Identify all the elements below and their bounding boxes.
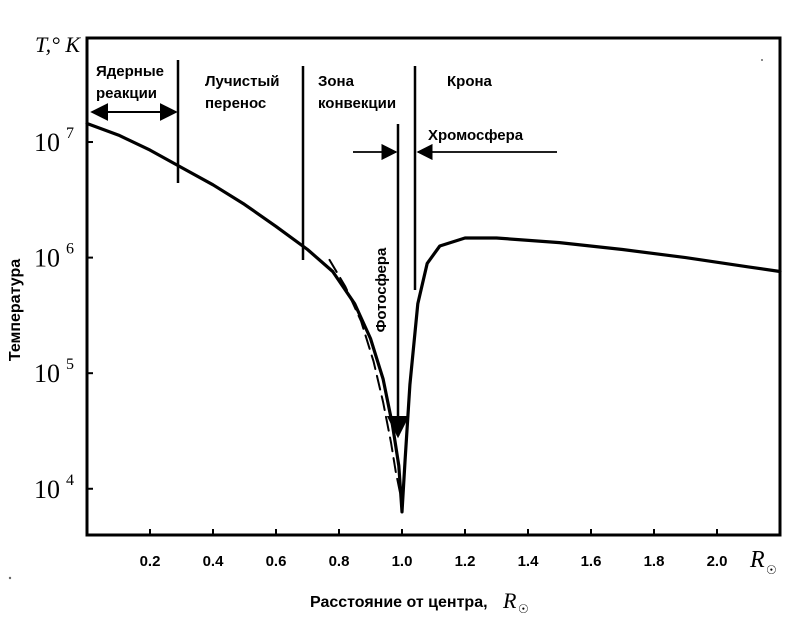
label-chromosphere: Хромосфера (428, 127, 524, 144)
x-tick-label: 0.8 (329, 553, 350, 570)
x-axis-unit: R (502, 588, 517, 613)
series-dashed-line (328, 258, 402, 496)
label-photosphere: Фотосфера (373, 247, 390, 332)
y-tick-label: 10 (34, 359, 60, 388)
label-nuclear-line1: Ядерные (96, 63, 164, 80)
speck (761, 59, 763, 61)
speck (8, 576, 12, 580)
label-radiative-line1: Лучистый (205, 73, 280, 90)
label-corona: Крона (447, 73, 493, 90)
x-ticks: 0.2 0.4 0.6 0.8 1.0 1.2 1.4 1.6 1.8 2.0 (140, 529, 728, 570)
annotations: Ядерные реакции Лучистый перенос Зона ко… (90, 60, 557, 439)
y-tick-label: 10 (34, 128, 60, 157)
x-axis-end-unit: R (749, 547, 765, 573)
x-tick-label: 0.6 (266, 553, 287, 570)
label-convection-line2: конвекции (318, 95, 396, 112)
y-tick-exponent: 6 (66, 241, 74, 258)
y-tick-label: 10 (34, 475, 60, 504)
x-tick-label: 1.8 (644, 553, 665, 570)
x-axis-label: Расстояние от центра, (310, 594, 488, 611)
label-radiative-line2: перенос (205, 95, 266, 112)
x-tick-label: 0.2 (140, 553, 161, 570)
y-axis-top-label: T,° K (35, 32, 81, 57)
series-layer (85, 121, 782, 514)
x-tick-label: 2.0 (707, 553, 728, 570)
series-solid-line (85, 121, 782, 514)
y-tick-exponent: 5 (66, 356, 74, 373)
x-tick-label: 1.6 (581, 553, 602, 570)
x-axis-end-unit-symbol: ☉ (766, 563, 777, 577)
y-tick-exponent: 7 (66, 125, 74, 142)
y-tick-exponent: 4 (66, 472, 74, 489)
x-tick-label: 1.4 (518, 553, 540, 570)
x-tick-label: 1.2 (455, 553, 476, 570)
x-axis-unit-symbol: ☉ (518, 602, 529, 616)
label-nuclear-line2: реакции (96, 85, 157, 102)
x-tick-label: 1.0 (392, 553, 413, 570)
x-tick-label: 0.4 (203, 553, 225, 570)
y-axis-label: Температура (7, 259, 24, 361)
y-ticks: 10 7 10 6 10 5 10 4 (34, 125, 93, 504)
label-convection-line1: Зона (318, 73, 355, 90)
y-tick-label: 10 (34, 244, 60, 273)
plot-frame (85, 36, 782, 537)
